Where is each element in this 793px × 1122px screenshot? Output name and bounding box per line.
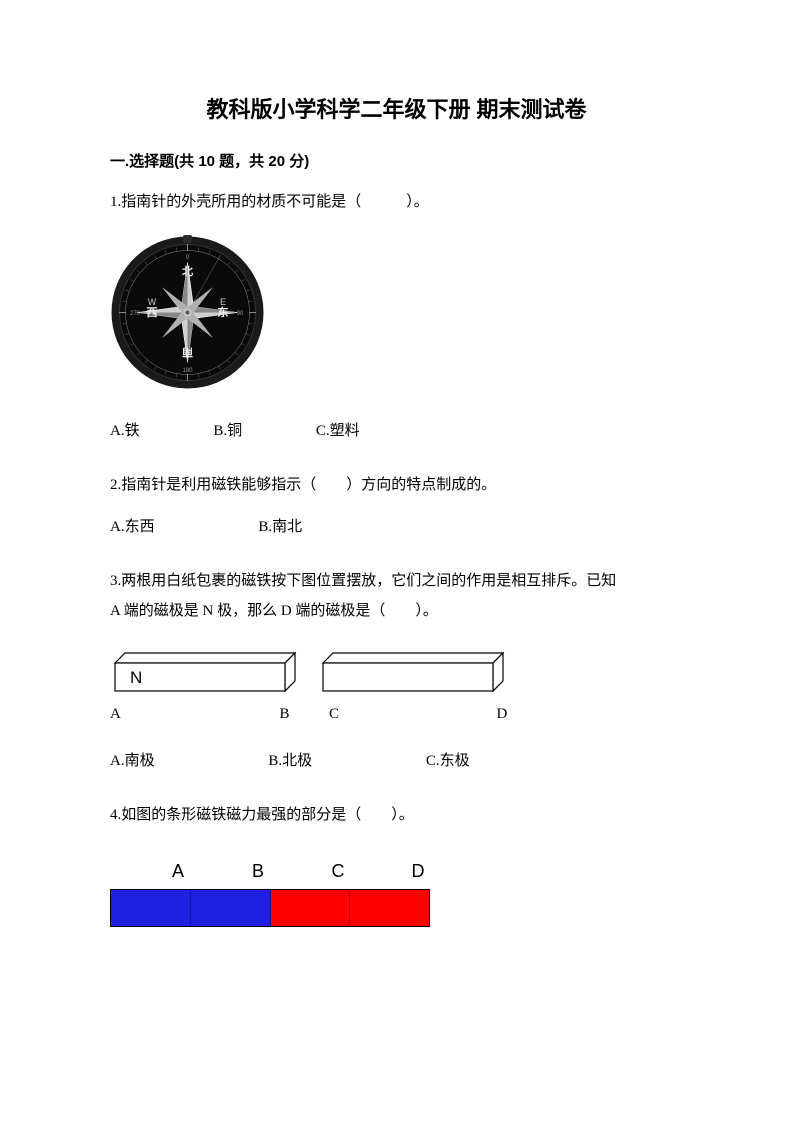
magnets-diagram: N	[110, 651, 683, 693]
magnet-right	[318, 651, 508, 693]
q4-label-a: A	[138, 855, 218, 887]
q4-label-b: B	[218, 855, 298, 887]
q1-option-c: C.塑料	[316, 418, 360, 445]
question-3-text: 3.两根用白纸包裹的磁铁按下图位置摆放，它们之间的作用是相互排斥。已知 A 端的…	[110, 566, 683, 626]
bar-magnet-diagram: A B C D	[110, 855, 683, 927]
q3-label-d: D	[497, 701, 509, 728]
q2-option-b: B.南北	[258, 514, 302, 541]
q4-label-d: D	[378, 855, 458, 887]
q3-line1: 3.两根用白纸包裹的磁铁按下图位置摆放，它们之间的作用是相互排斥。已知	[110, 573, 616, 589]
bar-segment-d	[350, 890, 429, 926]
q3-line2: A 端的磁极是 N 极，那么 D 端的磁极是（ ）。	[110, 603, 438, 619]
q3-option-a: A.南极	[110, 748, 155, 775]
compass-east-label: 东	[218, 305, 229, 319]
bar-segment-a	[111, 890, 191, 926]
bar-magnet	[110, 889, 430, 927]
magnet-n-label: N	[130, 668, 142, 687]
svg-text:270: 270	[130, 311, 141, 317]
compass-w-letter: W	[148, 297, 157, 307]
compass-south-label: 南	[182, 346, 193, 360]
compass-e-letter: E	[220, 297, 226, 307]
question-1-options: A.铁 B.铜 C.塑料	[110, 418, 683, 445]
q3-option-b: B.北极	[268, 748, 312, 775]
magnet-left: N	[110, 651, 300, 693]
bar-segment-c	[271, 890, 351, 926]
q3-label-a: A	[110, 701, 122, 728]
page-title: 教科版小学科学二年级下册 期末测试卷	[110, 90, 683, 130]
q3-option-c: C.东极	[426, 748, 470, 775]
q3-label-b: B	[280, 701, 292, 728]
bar-segment-b	[191, 890, 271, 926]
compass-image: 0 90 180 270 北 南 西 东 W E	[110, 235, 683, 400]
q3-label-c: C	[329, 701, 341, 728]
svg-text:90: 90	[237, 311, 244, 317]
q1-option-b: B.铜	[213, 418, 242, 445]
question-2-options: A.东西 B.南北	[110, 514, 683, 541]
compass-west-label: 西	[147, 306, 158, 319]
magnet-position-labels: A B C D	[110, 701, 683, 728]
question-3-options: A.南极 B.北极 C.东极	[110, 748, 683, 775]
question-2-text: 2.指南针是利用磁铁能够指示（ ）方向的特点制成的。	[110, 470, 683, 500]
section-header: 一.选择题(共 10 题，共 20 分)	[110, 148, 683, 175]
q4-label-c: C	[298, 855, 378, 887]
q1-option-a: A.铁	[110, 418, 140, 445]
question-4-text: 4.如图的条形磁铁磁力最强的部分是（ ）。	[110, 800, 683, 830]
question-1-text: 1.指南针的外壳所用的材质不可能是（ ）。	[110, 187, 683, 217]
svg-text:180: 180	[182, 368, 193, 374]
q2-option-a: A.东西	[110, 514, 155, 541]
compass-north-label: 北	[182, 264, 193, 278]
